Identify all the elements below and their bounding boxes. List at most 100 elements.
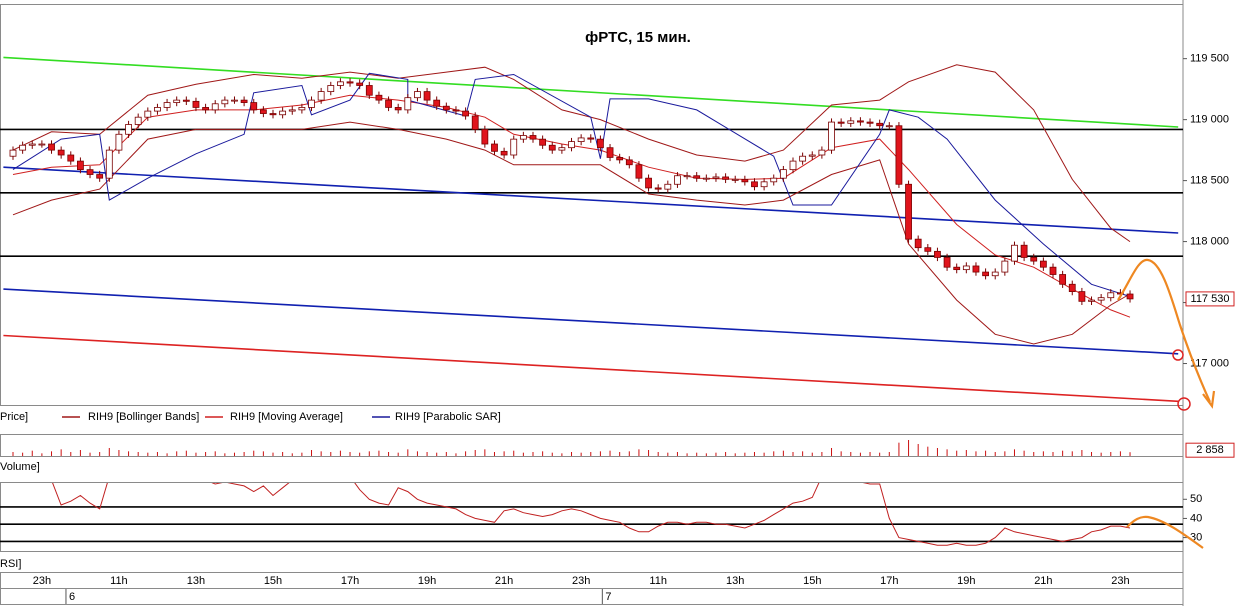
x-tick-label: 13h (187, 575, 205, 587)
y-tick-label: 117 000 (1190, 357, 1229, 369)
last-volume-label: 2 858 (1196, 444, 1224, 456)
candle-body (731, 178, 739, 181)
candle-body (433, 99, 441, 107)
candle-body (597, 138, 604, 149)
candle-body (606, 147, 614, 158)
candle-body (654, 187, 662, 190)
candle-body (144, 110, 152, 118)
x-tick-label: 15h (264, 575, 282, 587)
candle-body (481, 128, 489, 145)
candle-body (250, 102, 258, 111)
y-tick-label: 119 500 (1190, 53, 1229, 65)
candle-body (327, 85, 335, 92)
candle-body (125, 124, 132, 135)
marker-circle (1177, 397, 1191, 411)
candle-body (808, 154, 816, 157)
x-tick-label: 19h (957, 575, 975, 587)
candle-body (722, 176, 729, 180)
candle-body (356, 82, 364, 86)
candle-body (587, 137, 595, 140)
candle-body (847, 120, 855, 124)
trend-line (3, 166, 1179, 234)
candle-body (876, 122, 884, 127)
candle-body (308, 99, 315, 108)
candle-body (259, 109, 267, 114)
x-tick-label: 11h (649, 575, 667, 587)
candle-body (510, 138, 518, 156)
candle-body (828, 121, 835, 151)
candle-body (751, 181, 758, 188)
x-tick-label: 23h (1111, 575, 1129, 587)
candle-body (404, 97, 412, 111)
candle-body (279, 110, 287, 116)
x-tick-label: 13h (726, 575, 744, 587)
candle-body (442, 105, 450, 111)
candle-body (934, 250, 941, 258)
candle-body (1039, 260, 1047, 268)
candle-body (885, 125, 893, 128)
candle-body (491, 143, 498, 152)
volume-panel-frame (0, 434, 1184, 457)
candle-body (1068, 283, 1076, 292)
candle-body (1030, 257, 1038, 262)
candle-body (924, 247, 932, 252)
candle-body (86, 169, 94, 175)
rsi-forecast-arrow (1126, 515, 1204, 549)
candle-body (905, 183, 912, 240)
y-tick-label: 40 (1190, 512, 1202, 524)
candle-body (895, 125, 903, 185)
candle-body (105, 149, 113, 179)
candle-body (48, 143, 55, 151)
last-price-label: 117 530 (1191, 293, 1230, 305)
candle-body (1097, 297, 1105, 301)
candle-body (1001, 260, 1009, 273)
trend-line (3, 288, 1179, 355)
candle-body (943, 257, 951, 268)
candle-body (298, 107, 306, 111)
candle-body (269, 113, 277, 116)
candle-body (962, 265, 970, 271)
candle-body (452, 109, 460, 112)
candle-body (1078, 291, 1086, 302)
candle-body (529, 135, 537, 140)
candle-body (231, 99, 238, 102)
candle-body (770, 177, 778, 183)
candle-body (568, 141, 575, 149)
candle-body (953, 266, 961, 271)
x-tick-label: 21h (495, 575, 513, 587)
candle-body (837, 121, 845, 124)
candle-body (115, 133, 123, 151)
candle-body (539, 138, 547, 146)
x-tick-label: 17h (880, 575, 898, 587)
marker-circle (1172, 349, 1184, 361)
candle-body (414, 91, 421, 99)
forecast-arrowhead (1202, 390, 1216, 409)
trend-line (3, 56, 1179, 128)
candle-body (57, 149, 65, 156)
band-upper (12, 64, 1131, 243)
rsi-line (52, 483, 1131, 546)
candle-body (1088, 299, 1095, 302)
candle-body (1059, 274, 1067, 285)
y-tick-label: 118 000 (1190, 235, 1229, 247)
candle-body (645, 177, 652, 189)
candle-body (1126, 293, 1134, 300)
x-tick-label: 23h (33, 575, 51, 587)
candle-body (664, 183, 672, 190)
volume-label: Volume] (0, 461, 40, 473)
candle-body (857, 120, 864, 123)
rsi-label: RSI] (0, 558, 21, 570)
day-label: 6 (69, 591, 75, 603)
x-tick-label: 11h (110, 575, 128, 587)
last-volume-box (1185, 442, 1235, 458)
day-label: 7 (605, 591, 611, 603)
candle-body (385, 99, 392, 108)
candle-body (375, 94, 383, 101)
legend-label: RIH9 [Parabolic SAR] (395, 411, 501, 423)
candle-body (702, 177, 710, 180)
candle-body (211, 103, 219, 111)
x-tick-label: 23h (572, 575, 590, 587)
candle-body (789, 160, 797, 171)
last-price-box (1185, 291, 1235, 307)
